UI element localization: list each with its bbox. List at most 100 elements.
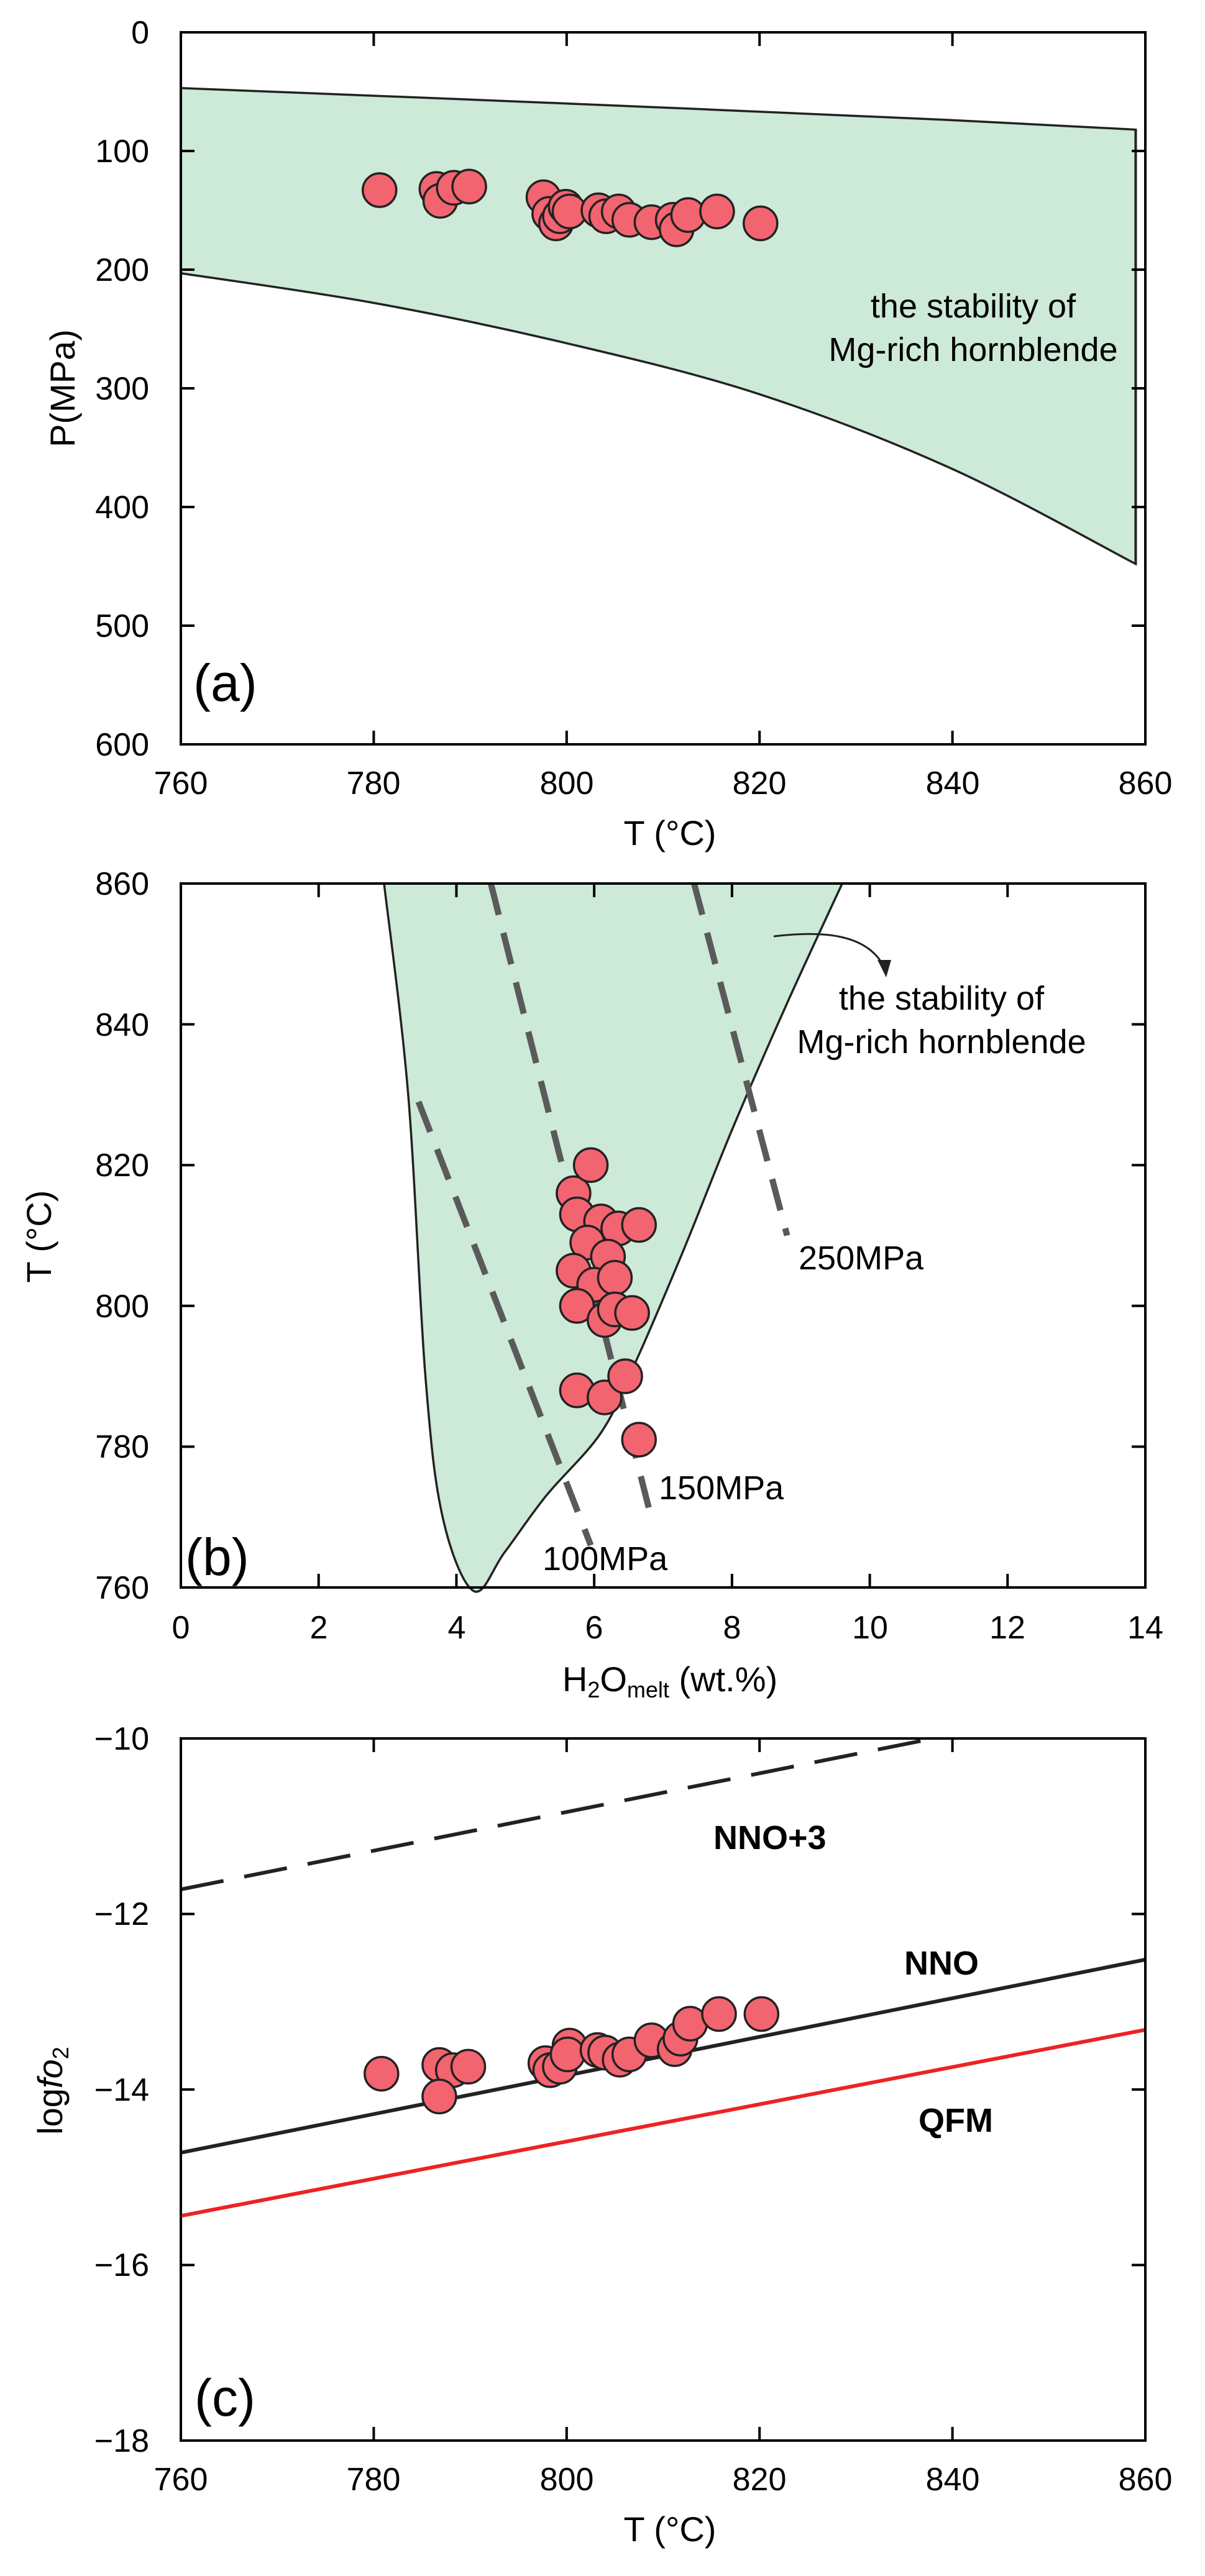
tick-label: 400 <box>95 490 149 526</box>
isobar-label-250: 250MPa <box>799 1240 924 1277</box>
tick-label: 760 <box>95 1570 149 1606</box>
y-axis-title-c-sub: 2 <box>48 2047 73 2059</box>
isobar-label-100: 100MPa <box>543 1540 668 1578</box>
tick-label: 780 <box>347 765 401 802</box>
hornblende-stability-field-a <box>180 86 1137 566</box>
tick-label: 780 <box>95 1429 149 1465</box>
buffer-line <box>180 1737 934 1891</box>
buffer-line <box>180 2028 1146 2218</box>
line-label-qfm: QFM <box>919 2102 993 2139</box>
tick-label: 860 <box>95 866 149 902</box>
data-point <box>699 193 735 230</box>
field-label-line1-b: the stability of <box>839 980 1045 1017</box>
tick-label: 2 <box>310 1610 328 1646</box>
tick-label: 0 <box>172 1610 190 1646</box>
x-axis-title-c: T (°C) <box>624 2510 717 2549</box>
tick-label: 600 <box>95 727 149 763</box>
y-axis-title-b: T (°C) <box>19 1190 58 1283</box>
x-axis-title-b-sub1: 2 <box>587 1677 600 1702</box>
data-point <box>743 205 779 242</box>
tick-label: 820 <box>95 1148 149 1184</box>
panel-label-b: (b) <box>185 1528 249 1586</box>
data-point <box>621 1422 657 1458</box>
data-point <box>364 2055 400 2092</box>
y-axis-title-c: logfo2 <box>30 2047 73 2134</box>
x-axis-title-a: T (°C) <box>624 813 717 852</box>
tick-label: 300 <box>95 371 149 407</box>
tick-label: 0 <box>131 15 149 51</box>
panel-label-a: (a) <box>193 654 257 712</box>
ticks-a <box>180 31 1147 746</box>
tick-label: 840 <box>95 1007 149 1043</box>
tick-label: 200 <box>95 252 149 288</box>
x-axis-title-b-sub2: melt <box>627 1677 669 1702</box>
data-point <box>607 1358 643 1394</box>
data-points-c <box>364 1996 780 2115</box>
tick-label: 820 <box>733 765 787 802</box>
tick-label: 800 <box>540 2462 594 2498</box>
field-label-arrowhead <box>877 960 891 977</box>
tick-label: 500 <box>95 608 149 644</box>
data-point <box>421 2078 457 2115</box>
tick-label: 860 <box>1119 2462 1173 2498</box>
tick-label: 840 <box>926 765 980 802</box>
ticks-b <box>180 882 1147 1589</box>
tick-label: −14 <box>94 2072 149 2108</box>
tick-label: 760 <box>154 765 208 802</box>
line-label-nno: NNO <box>904 1945 979 1982</box>
data-points-a <box>361 168 779 247</box>
isobar-line <box>415 1100 594 1546</box>
data-point <box>572 1147 609 1183</box>
data-point <box>451 168 487 205</box>
plot-frame-c <box>180 1737 1147 2442</box>
data-point <box>701 1996 737 2032</box>
data-point <box>614 1295 650 1331</box>
y-axis-title-c-fo: fo <box>30 2059 70 2088</box>
tick-label: −10 <box>94 1721 149 1757</box>
tick-label: 14 <box>1127 1610 1163 1646</box>
tick-label: 840 <box>926 2462 980 2498</box>
field-label-line2-b: Mg-rich hornblende <box>797 1023 1086 1061</box>
panel-label-c: (c) <box>195 2368 255 2427</box>
ticks-c <box>180 1737 1147 2442</box>
tick-label: 12 <box>989 1610 1025 1646</box>
data-points-b <box>556 1147 657 1458</box>
x-axis-title-b-h: H <box>562 1660 587 1699</box>
tick-label: 820 <box>733 2462 787 2498</box>
isobar-label-150: 150MPa <box>659 1469 784 1507</box>
tick-label: −18 <box>94 2423 149 2459</box>
tick-label: 10 <box>852 1610 888 1646</box>
data-point <box>450 2048 487 2085</box>
y-axis-title-c-log: log <box>30 2088 70 2135</box>
tick-label: 760 <box>154 2462 208 2498</box>
x-axis-title-b: H2Omelt (wt.%) <box>562 1660 777 1702</box>
data-point <box>361 172 398 208</box>
data-point <box>743 1996 780 2032</box>
tick-label: −12 <box>94 1896 149 1932</box>
data-point <box>597 1259 633 1296</box>
field-label-line2-a: Mg-rich hornblende <box>828 331 1117 368</box>
panel-c: 760 780 800 820 840 860 −10 −12 −14 −16 … <box>30 1721 1172 2549</box>
field-label-arrow <box>773 933 885 967</box>
buffer-lines <box>180 1737 1146 2218</box>
tick-label: 800 <box>540 765 594 802</box>
panel-a: 760 780 800 820 840 860 0 100 200 300 40… <box>43 15 1172 852</box>
y-axis-title-a: P(MPa) <box>43 329 82 447</box>
x-axis-title-b-end: (wt.%) <box>669 1660 777 1699</box>
line-label-nno3: NNO+3 <box>713 1819 827 1857</box>
tick-label: 8 <box>723 1610 741 1646</box>
data-point <box>549 2036 586 2073</box>
field-label-line1-a: the stability of <box>871 288 1076 325</box>
tick-label: 6 <box>585 1610 603 1646</box>
plot-frame-b <box>180 882 1147 1589</box>
isobar-line <box>691 882 790 1236</box>
data-point <box>621 1207 657 1243</box>
tick-label: 860 <box>1119 765 1173 802</box>
tick-label: 780 <box>347 2462 401 2498</box>
tick-label: −16 <box>94 2247 149 2283</box>
tick-label: 4 <box>448 1610 466 1646</box>
panel-b: 0 2 4 6 8 10 12 14 760 780 800 820 840 8… <box>19 866 1163 1702</box>
tick-label: 800 <box>95 1289 149 1325</box>
tick-label: 100 <box>95 134 149 170</box>
